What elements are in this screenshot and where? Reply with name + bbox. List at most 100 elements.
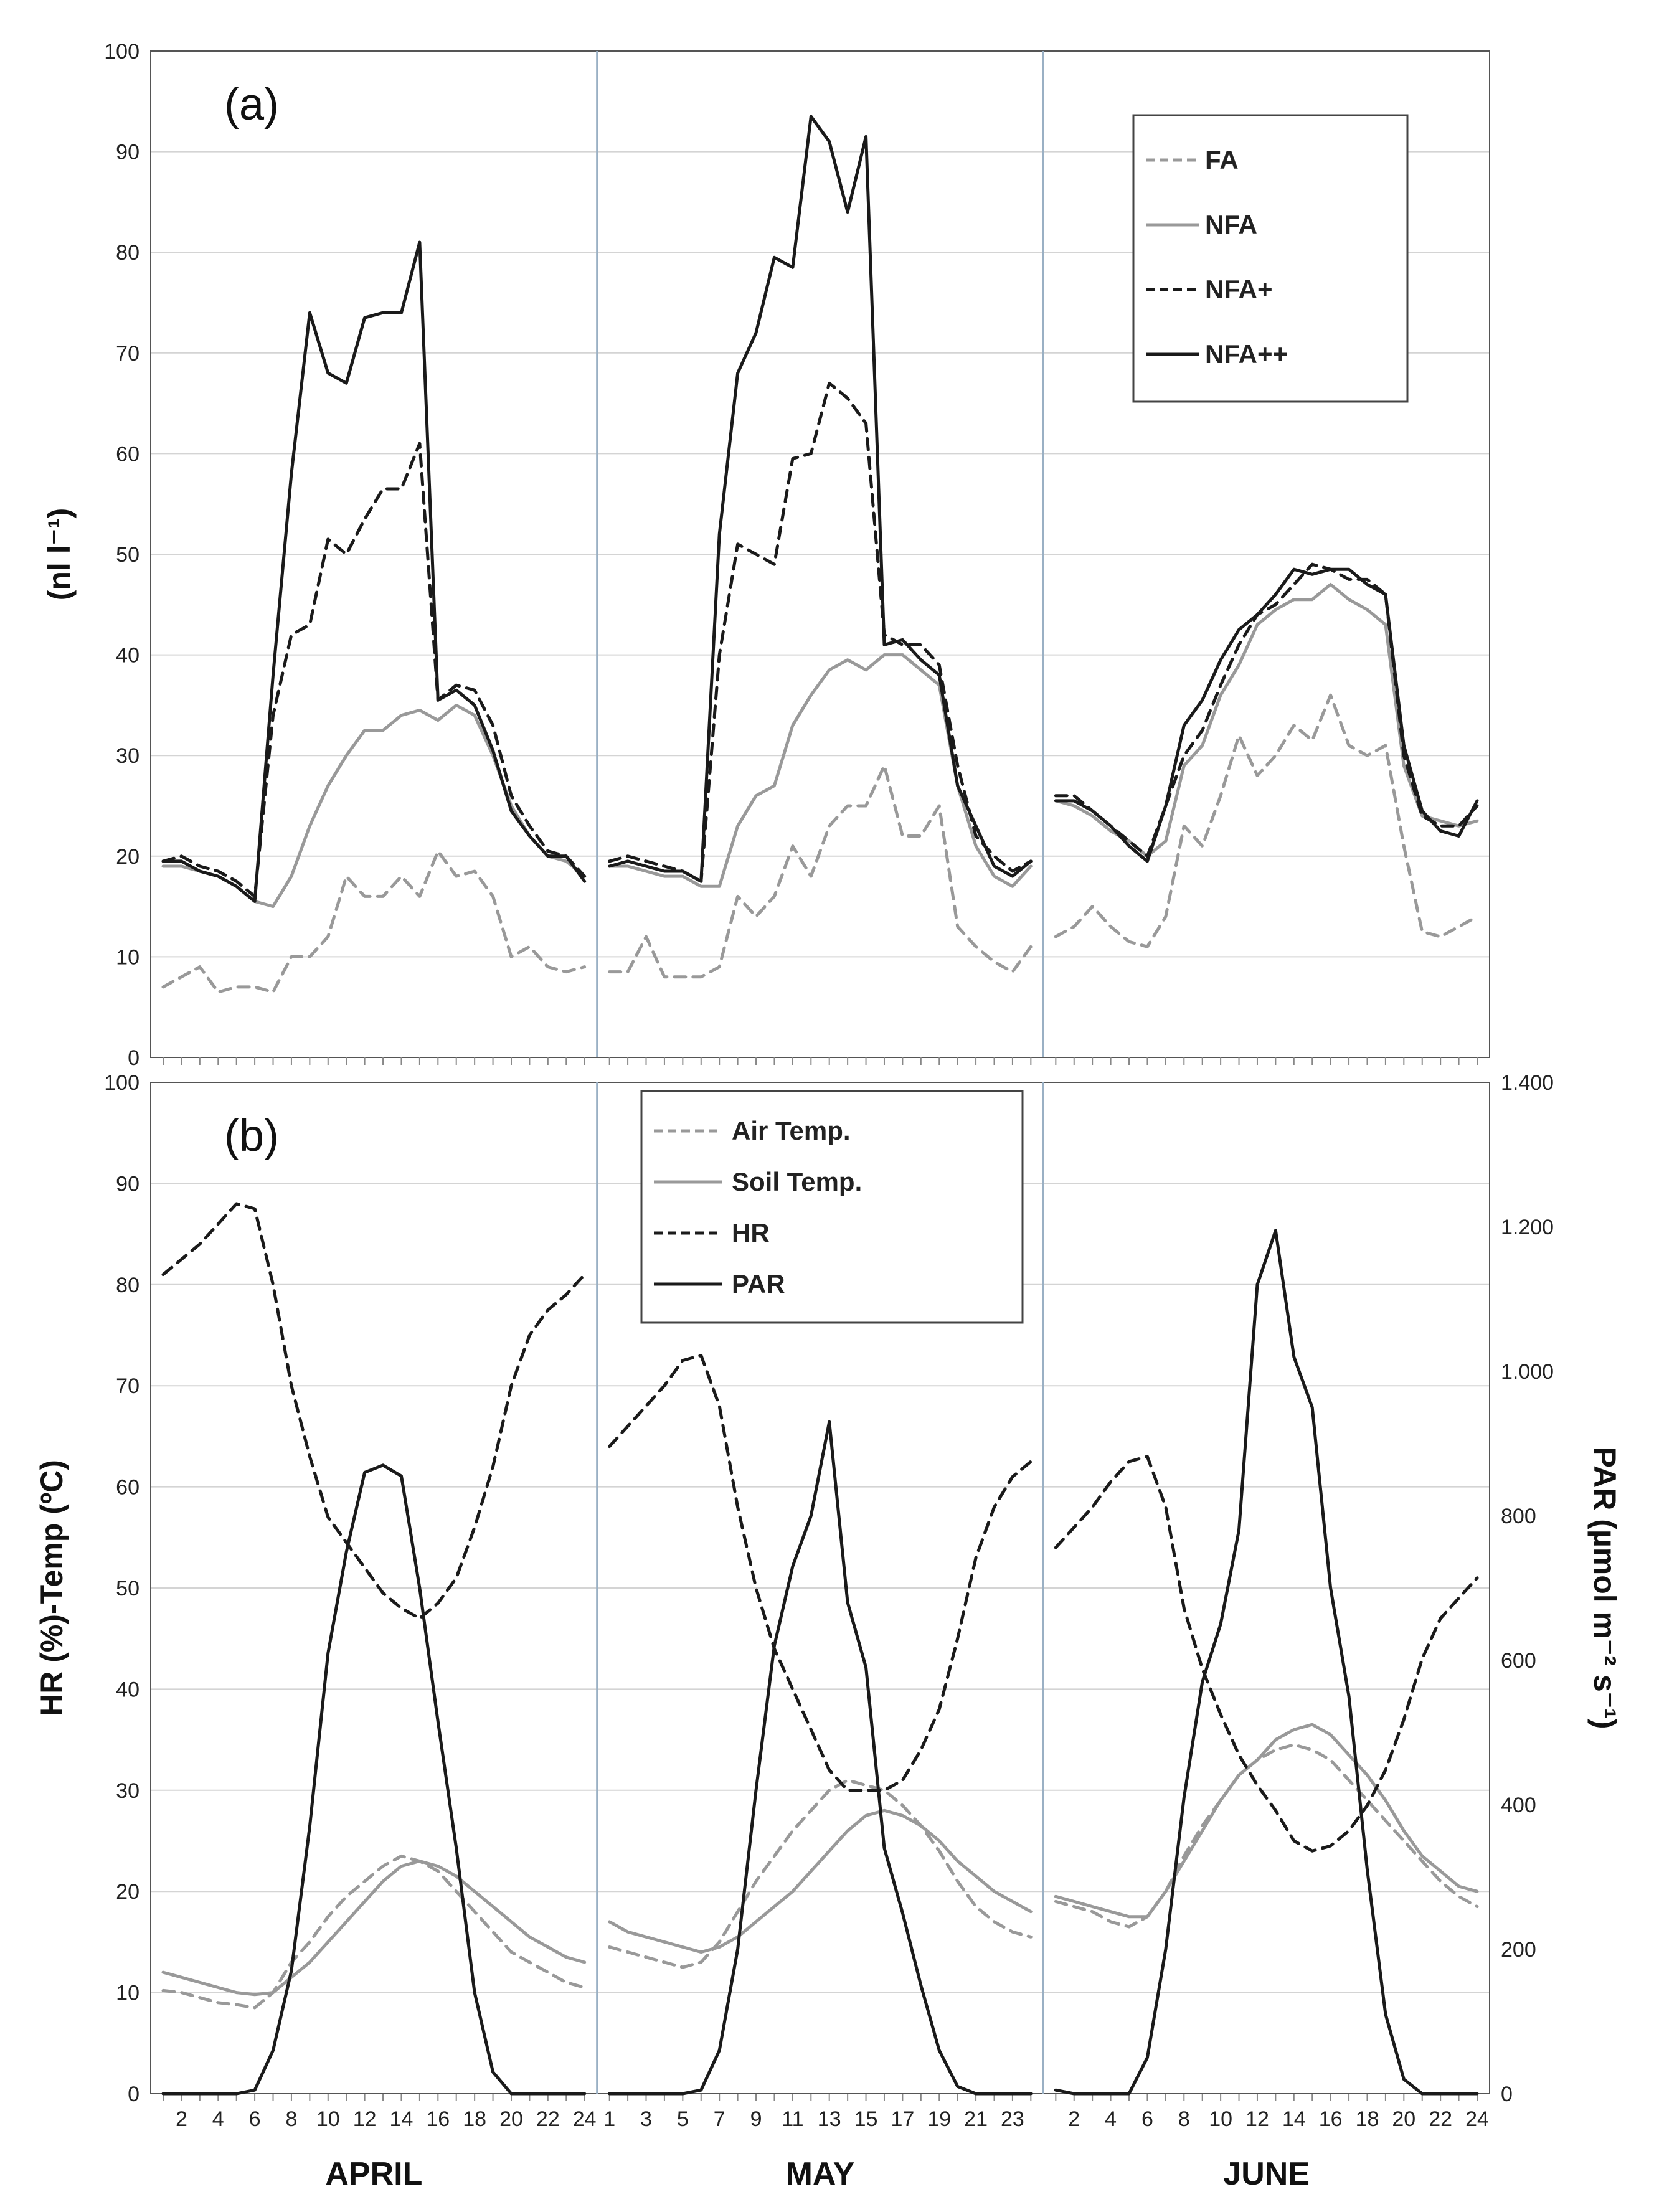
x-tick-label: 14 — [1282, 2107, 1306, 2131]
x-tick-label: 15 — [854, 2107, 878, 2131]
series-line-par-may — [608, 1420, 1033, 2096]
x-tick-label: 10 — [316, 2107, 340, 2131]
series-line-par-april — [161, 1463, 587, 2096]
y-tick-label: 0 — [128, 2082, 139, 2106]
x-tick-label: 10 — [1209, 2107, 1232, 2131]
y2-tick-label: 600 — [1501, 1649, 1536, 1673]
y2-tick-label: 400 — [1501, 1794, 1536, 1817]
y-tick-label: 50 — [116, 1577, 139, 1600]
x-tick-label: 5 — [677, 2107, 689, 2131]
x-tick-label: 13 — [818, 2107, 841, 2131]
x-tick-label: 3 — [640, 2107, 652, 2131]
x-tick-label: 4 — [212, 2107, 224, 2131]
y-tick-label: 50 — [116, 543, 139, 567]
x-tick-label: 4 — [1105, 2107, 1117, 2131]
plot-frame — [150, 50, 1490, 1058]
x-tick-label: 8 — [1178, 2107, 1190, 2131]
series-line-soil-temp-april — [161, 1860, 587, 1997]
y-tick-label: 80 — [116, 241, 139, 265]
y-tick-label: 40 — [116, 644, 139, 668]
y2-tick-label: 1.400 — [1501, 1071, 1554, 1095]
y-tick-label: 10 — [116, 945, 139, 969]
x-tick-label: 12 — [353, 2107, 377, 2131]
x-tick-label: 19 — [927, 2107, 951, 2131]
month-label: MAY — [786, 2156, 855, 2192]
series-line-nfaplus-june — [1054, 562, 1479, 858]
y2-tick-label: 1.200 — [1501, 1216, 1554, 1239]
series-line-par-june — [1054, 1229, 1479, 2096]
y-axis-title: HR (%)-Temp (ºC) — [34, 1460, 69, 1716]
legend-label: FA — [1205, 145, 1239, 174]
panel-a: 0 10 20 30 40 50 60 70 80 90 100 (nl l⁻¹) (a) FA NFA NF… — [42, 40, 1490, 1070]
x-tick-label: 20 — [1392, 2107, 1415, 2131]
y-tick-label: 100 — [104, 40, 139, 64]
x-tick-label: 23 — [1001, 2107, 1024, 2131]
x-tick-label: 20 — [499, 2107, 523, 2131]
series-line-nfaplus-may — [608, 381, 1033, 883]
y-tick-label: 90 — [116, 141, 139, 164]
series-line-air-temp-may — [608, 1779, 1033, 1969]
legend-label: Soil Temp. — [732, 1167, 862, 1196]
x-tick-label: 14 — [390, 2107, 414, 2131]
x-tick-label: 1 — [603, 2107, 615, 2131]
legend-label: NFA+ — [1205, 275, 1273, 304]
x-tick-label: 6 — [1141, 2107, 1153, 2131]
y-tick-label: 70 — [116, 342, 139, 366]
legend-label: PAR — [732, 1269, 785, 1298]
series-line-fa-may — [608, 763, 1033, 979]
panel-label: (a) — [224, 80, 279, 130]
month-label: APRIL — [325, 2156, 422, 2192]
series-line-nfaplus-april — [161, 442, 587, 898]
x-tick-label: 21 — [964, 2107, 988, 2131]
y2-tick-label: 200 — [1501, 1938, 1536, 1962]
x-tick-label: 2 — [176, 2107, 187, 2131]
series-line-soil-temp-june — [1054, 1723, 1479, 1919]
y-tick-label: 30 — [116, 1779, 139, 1803]
y-tick-label: 0 — [128, 1046, 139, 1070]
y-tick-label: 40 — [116, 1678, 139, 1701]
y2-tick-label: 1.000 — [1501, 1360, 1554, 1384]
y-tick-label: 70 — [116, 1374, 139, 1398]
legend-label: NFA — [1205, 210, 1257, 239]
series-line-air-temp-april — [161, 1854, 587, 2010]
y-tick-label: 30 — [116, 744, 139, 768]
y2-tick-label: 0 — [1501, 2082, 1513, 2106]
x-tick-label: 6 — [249, 2107, 261, 2131]
series-line-nfaplusplus-june — [1054, 567, 1479, 863]
plot-frame — [150, 1082, 1490, 2094]
x-tick-label: 22 — [536, 2107, 560, 2131]
month-label: JUNE — [1223, 2156, 1310, 2192]
x-tick-label: 22 — [1429, 2107, 1452, 2131]
legend-label: Air Temp. — [732, 1116, 851, 1145]
series-line-hr-june — [1054, 1455, 1479, 1853]
x-tick-label: 16 — [1319, 2107, 1343, 2131]
y-tick-label: 10 — [116, 1982, 139, 2005]
x-tick-label: 12 — [1245, 2107, 1269, 2131]
x-tick-label: 7 — [714, 2107, 725, 2131]
y-tick-label: 100 — [104, 1071, 139, 1095]
y-axis-title: (nl l⁻¹) — [42, 508, 77, 601]
panel-b: 0 10 20 30 40 50 60 70 80 90 100 0 200 400 600 800 1.000… — [34, 1071, 1622, 2106]
y2-axis-title: PAR (µmol m⁻² s⁻¹) — [1587, 1447, 1622, 1729]
series-line-hr-may — [608, 1354, 1033, 1792]
x-tick-label: 16 — [426, 2107, 450, 2131]
x-tick-label: 17 — [891, 2107, 914, 2131]
series-line-fa-june — [1054, 693, 1479, 948]
series-line-air-temp-june — [1054, 1743, 1479, 1929]
y-tick-label: 60 — [116, 1476, 139, 1500]
series-line-nfaplusplus-april — [161, 240, 587, 903]
x-tick-label: 18 — [1356, 2107, 1379, 2131]
x-tick-label: 9 — [750, 2107, 762, 2131]
y-tick-label: 20 — [116, 1880, 139, 1904]
series-line-nfaplusplus-may — [608, 115, 1033, 883]
series-line-soil-temp-may — [608, 1808, 1033, 1954]
x-tick-label: 24 — [1465, 2107, 1489, 2131]
x-tick-label: 11 — [782, 2107, 803, 2131]
y-tick-label: 80 — [116, 1274, 139, 1297]
x-tick-label: 2 — [1068, 2107, 1080, 2131]
legend-label: HR — [732, 1218, 770, 1247]
x-tick-label: 18 — [463, 2107, 486, 2131]
x-tick-label: 24 — [573, 2107, 597, 2131]
